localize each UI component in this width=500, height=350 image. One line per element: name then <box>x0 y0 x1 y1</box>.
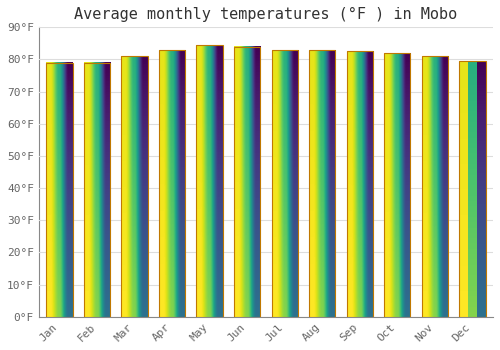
Bar <box>272 50 298 317</box>
Bar <box>422 56 448 317</box>
Bar <box>309 50 336 317</box>
Bar <box>84 63 110 317</box>
Bar <box>159 50 185 317</box>
Bar <box>46 63 72 317</box>
Title: Average monthly temperatures (°F ) in Mobo: Average monthly temperatures (°F ) in Mo… <box>74 7 458 22</box>
Bar <box>122 56 148 317</box>
Bar <box>384 53 410 317</box>
Bar <box>346 51 373 317</box>
Bar <box>196 45 223 317</box>
Bar <box>460 61 485 317</box>
Bar <box>234 47 260 317</box>
